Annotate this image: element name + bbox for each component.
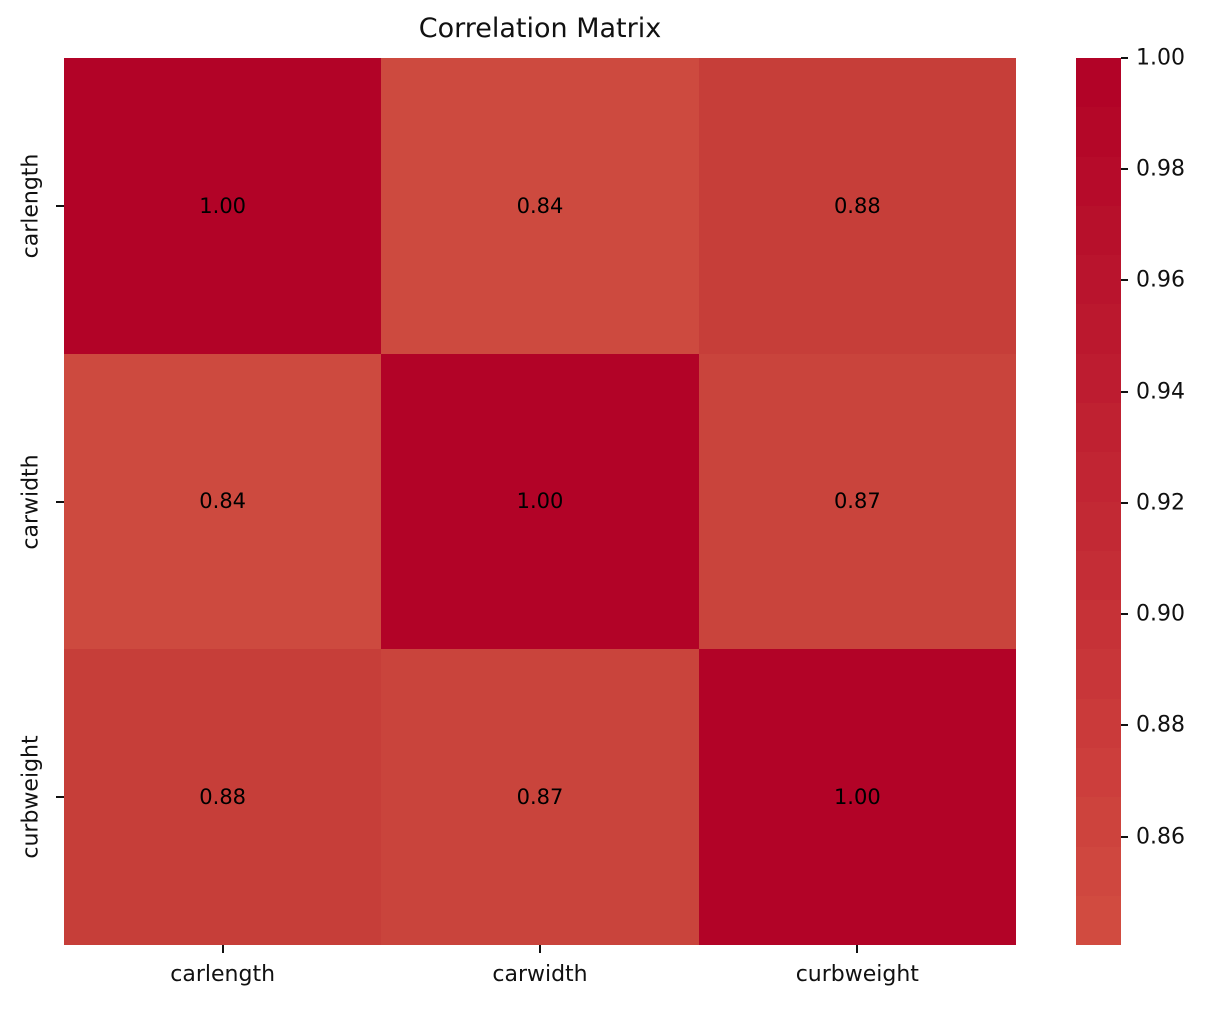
colorbar-band [1076,107,1121,157]
colorbar-tick-mark [1121,724,1128,727]
y-tick-label-curbweight: curbweight [18,735,44,859]
colorbar-band [1076,353,1121,403]
cell-value-label: 1.00 [833,785,881,810]
heatmap-cell-carwidth-carwidth: 1.00 [381,353,699,650]
heatmap-cell-carwidth-carlength: 0.84 [64,353,382,650]
heatmap-cell-curbweight-carwidth: 0.87 [381,649,699,945]
x-tick-label-carwidth: carwidth [492,962,588,987]
colorbar-tick-label-0.90: 0.90 [1136,601,1185,627]
chart-title: Correlation Matrix [418,13,662,44]
colorbar-band [1076,452,1121,502]
x-tick-label-carlength: carlength [170,962,276,987]
cell-value-label: 0.88 [833,193,881,218]
colorbar-tick-mark [1121,835,1128,838]
colorbar-band [1076,205,1121,256]
colorbar-tick-mark [1121,279,1128,282]
heatmap-cell-carlength-curbweight: 0.88 [698,58,1016,354]
colorbar-tick-label-0.86: 0.86 [1136,824,1185,850]
y-tick-mark [56,796,64,799]
colorbar-band [1076,846,1121,896]
colorbar-band [1076,797,1121,847]
y-tick-mark [56,500,64,503]
y-tick-mark [56,204,64,207]
colorbar-band [1076,156,1121,206]
colorbar-band [1076,304,1121,354]
x-tick-mark [539,945,541,953]
colorbar-tick-mark [1121,501,1128,504]
heatmap-cell-curbweight-carlength: 0.88 [64,649,382,945]
colorbar-tick-label-0.96: 0.96 [1136,267,1185,293]
colorbar-band [1076,747,1121,798]
colorbar-tick-label-0.98: 0.98 [1136,156,1185,182]
colorbar-band [1076,58,1121,108]
heatmap-cell-carlength-carwidth: 0.84 [381,58,699,354]
y-tick-label-carlength: carlength [18,153,44,259]
colorbar-band [1076,895,1121,946]
colorbar-band [1076,649,1121,699]
colorbar-tick-mark [1121,390,1128,393]
cell-value-label: 0.87 [516,785,564,810]
colorbar [1076,58,1121,946]
colorbar-tick-label-1.00: 1.00 [1136,45,1185,71]
heatmap-cell-carwidth-curbweight: 0.87 [698,353,1016,650]
x-tick-label-curbweight: curbweight [795,962,919,987]
colorbar-tick-mark [1121,613,1128,616]
colorbar-band [1076,600,1121,650]
colorbar-tick-mark [1121,57,1128,59]
x-tick-mark [856,945,859,953]
colorbar-band [1076,550,1121,601]
colorbar-tick-label-0.92: 0.92 [1136,490,1185,516]
x-tick-mark [221,945,224,953]
heatmap-grid: 1.00 0.84 0.88 0.84 1.00 0.87 0.88 0.87 1.00 [64,58,1016,945]
cell-value-label: 1.00 [199,193,247,218]
cell-value-label: 1.00 [516,489,564,514]
colorbar-band [1076,255,1121,305]
heatmap-cell-carlength-carlength: 1.00 [64,58,382,354]
colorbar-band [1076,698,1121,748]
colorbar-band [1076,501,1121,551]
colorbar-tick-label-0.88: 0.88 [1136,712,1185,738]
cell-value-label: 0.87 [833,489,881,514]
heatmap-cell-curbweight-curbweight: 1.00 [698,649,1016,945]
colorbar-band [1076,402,1121,453]
colorbar-tick-label-0.94: 0.94 [1136,379,1185,405]
colorbar-tick-mark [1121,168,1128,171]
cell-value-label: 0.88 [199,785,247,810]
cell-value-label: 0.84 [199,489,247,514]
y-tick-label-carwidth: carwidth [18,453,44,550]
cell-value-label: 0.84 [516,193,564,218]
